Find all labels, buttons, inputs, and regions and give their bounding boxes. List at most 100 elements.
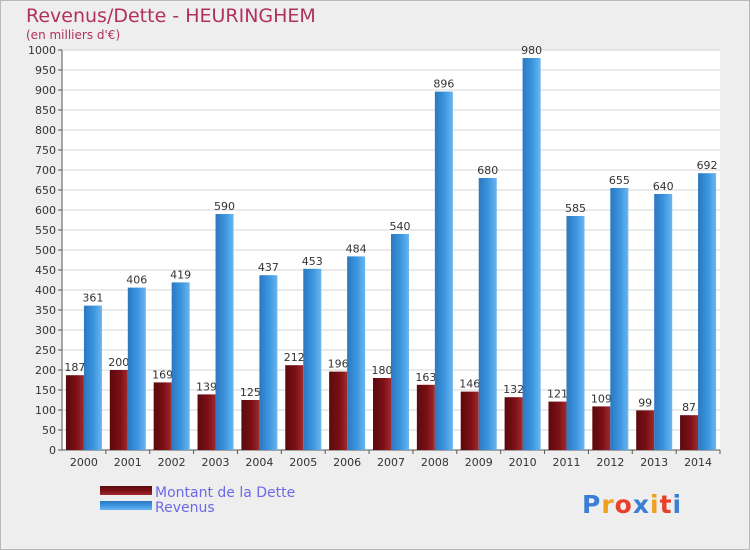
bar-dette bbox=[680, 415, 699, 450]
x-tick-label: 2000 bbox=[70, 456, 98, 469]
bar-revenus bbox=[303, 268, 322, 450]
bar-dette bbox=[153, 382, 172, 450]
data-label: 692 bbox=[697, 159, 718, 172]
bar-revenus bbox=[434, 91, 453, 450]
legend-label-revenus: Revenus bbox=[155, 500, 215, 516]
data-label: 680 bbox=[477, 164, 498, 177]
proxiti-logo: Proxiti bbox=[582, 490, 682, 519]
x-tick-label: 2001 bbox=[114, 456, 142, 469]
data-label: 169 bbox=[152, 368, 173, 381]
legend-swatch-revenus bbox=[100, 501, 152, 510]
data-label: 212 bbox=[284, 351, 305, 364]
x-tick-label: 2007 bbox=[377, 456, 405, 469]
y-tick-label: 600 bbox=[35, 204, 56, 217]
data-label: 163 bbox=[415, 371, 436, 384]
bar-revenus bbox=[127, 287, 146, 450]
bar-revenus bbox=[566, 216, 585, 450]
data-label: 590 bbox=[214, 200, 235, 213]
data-label: 453 bbox=[302, 255, 323, 268]
bar-revenus bbox=[83, 305, 102, 450]
y-tick-label: 750 bbox=[35, 144, 56, 157]
data-label: 87 bbox=[682, 401, 696, 414]
bar-dette bbox=[636, 410, 655, 450]
data-label: 180 bbox=[372, 364, 393, 377]
x-tick-label: 2004 bbox=[245, 456, 273, 469]
y-tick-label: 900 bbox=[35, 84, 56, 97]
logo-letter: P bbox=[582, 490, 602, 519]
data-label: 406 bbox=[126, 274, 147, 287]
bar-dette bbox=[65, 375, 84, 450]
bar-dette bbox=[416, 384, 435, 450]
bar-revenus bbox=[478, 178, 497, 450]
x-tick-label: 2009 bbox=[465, 456, 493, 469]
data-label: 640 bbox=[653, 180, 674, 193]
data-label: 896 bbox=[433, 78, 454, 91]
bar-dette bbox=[373, 378, 391, 450]
data-label: 196 bbox=[328, 358, 349, 371]
y-tick-label: 350 bbox=[35, 304, 56, 317]
bar-revenus bbox=[391, 234, 409, 450]
data-label: 125 bbox=[240, 386, 261, 399]
logo-letter: t bbox=[659, 490, 673, 519]
legend-label-dette: Montant de la Dette bbox=[155, 485, 296, 501]
logo-letter: x bbox=[632, 490, 650, 519]
y-tick-label: 50 bbox=[42, 424, 56, 437]
logo-letter: i bbox=[672, 490, 683, 519]
data-label: 121 bbox=[547, 388, 568, 401]
bar-revenus bbox=[259, 275, 278, 450]
x-tick-label: 2012 bbox=[596, 456, 624, 469]
bar-dette bbox=[329, 371, 348, 450]
data-label: 146 bbox=[459, 378, 480, 391]
y-tick-label: 100 bbox=[35, 404, 56, 417]
bar-revenus bbox=[654, 194, 673, 450]
logo-letter: r bbox=[601, 490, 615, 519]
bar-dette bbox=[241, 400, 260, 450]
data-label: 437 bbox=[258, 261, 279, 274]
data-label: 132 bbox=[503, 383, 524, 396]
bar-dette bbox=[109, 370, 128, 450]
bar-dette bbox=[197, 394, 216, 450]
data-label: 109 bbox=[591, 392, 612, 405]
y-tick-label: 450 bbox=[35, 264, 56, 277]
logo-letter: o bbox=[614, 490, 633, 519]
bar-dette bbox=[504, 397, 523, 450]
y-tick-label: 300 bbox=[35, 324, 56, 337]
y-tick-label: 1000 bbox=[28, 44, 56, 57]
bar-revenus bbox=[171, 282, 190, 450]
x-tick-label: 2005 bbox=[289, 456, 317, 469]
y-tick-label: 200 bbox=[35, 364, 56, 377]
y-tick-label: 0 bbox=[49, 444, 56, 457]
data-label: 139 bbox=[196, 380, 217, 393]
data-label: 655 bbox=[609, 174, 630, 187]
bar-revenus bbox=[698, 173, 717, 450]
x-tick-label: 2011 bbox=[552, 456, 580, 469]
x-tick-label: 2013 bbox=[640, 456, 668, 469]
x-tick-label: 2014 bbox=[684, 456, 712, 469]
data-label: 200 bbox=[108, 356, 129, 369]
data-label: 361 bbox=[82, 292, 103, 305]
bar-revenus bbox=[522, 58, 541, 450]
y-tick-label: 850 bbox=[35, 104, 56, 117]
x-tick-label: 2010 bbox=[509, 456, 537, 469]
x-tick-label: 2002 bbox=[158, 456, 186, 469]
chart-subtitle: (en milliers d'€) bbox=[26, 28, 121, 42]
bar-revenus bbox=[347, 256, 366, 450]
data-label: 187 bbox=[64, 361, 85, 374]
bar-revenus bbox=[215, 214, 234, 450]
bar-revenus bbox=[610, 188, 629, 450]
y-tick-label: 250 bbox=[35, 344, 56, 357]
data-label: 484 bbox=[346, 242, 367, 255]
logo-letter: i bbox=[650, 490, 660, 519]
bar-dette bbox=[460, 391, 479, 450]
y-tick-label: 150 bbox=[35, 384, 56, 397]
data-label: 980 bbox=[521, 44, 542, 57]
data-label: 99 bbox=[638, 396, 652, 409]
x-tick-label: 2006 bbox=[333, 456, 361, 469]
y-tick-label: 700 bbox=[35, 164, 56, 177]
chart-title: Revenus/Dette - HEURINGHEM bbox=[26, 5, 316, 27]
data-label: 585 bbox=[565, 202, 586, 215]
y-tick-label: 650 bbox=[35, 184, 56, 197]
x-tick-label: 2003 bbox=[202, 456, 230, 469]
legend-swatch-dette bbox=[100, 486, 152, 495]
